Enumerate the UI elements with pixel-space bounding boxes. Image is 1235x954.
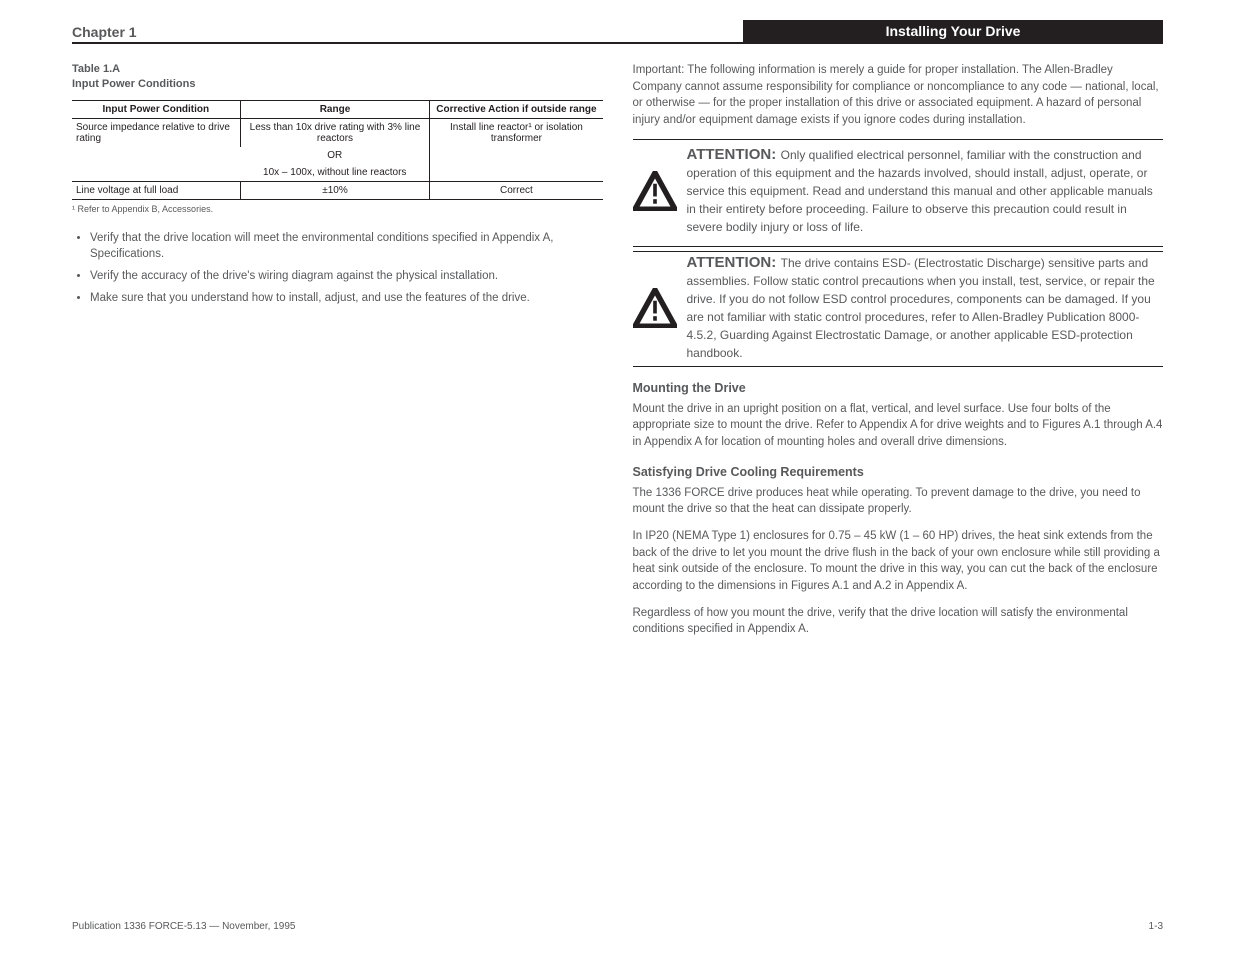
th-range: Range [240, 100, 430, 118]
cell-range-0b: OR [240, 147, 430, 164]
para-cooling-1: The 1336 FORCE drive produces heat while… [633, 485, 1164, 518]
table-row: Source impedance relative to drive ratin… [72, 118, 603, 147]
warning-icon [633, 171, 677, 211]
bullet-list: Verify that the drive location will meet… [90, 230, 603, 306]
cell-action-0: Install line reactor¹ or isolation trans… [430, 118, 603, 181]
header-title: Installing Your Drive [743, 20, 1163, 42]
table-footnote: ¹ Refer to Appendix B, Accessories. [72, 204, 603, 214]
table-caption: Table 1.A Input Power Conditions [72, 62, 603, 92]
table-row: Line voltage at full load ±10% Correct [72, 181, 603, 199]
section-title-mounting: Mounting the Drive [633, 381, 1164, 395]
warning-icon [633, 288, 677, 328]
attention-block-2: ATTENTION: The drive contains ESD- (Elec… [633, 252, 1164, 364]
footer-page-number: 1-3 [1149, 921, 1163, 932]
cell-condition-1: Line voltage at full load [72, 181, 240, 199]
page-header: Chapter 1 Installing Your Drive [72, 22, 1163, 44]
attention-msg: The drive contains ESD- (Electrostatic D… [687, 256, 1155, 360]
table-caption-num: Table 1.A [72, 63, 120, 75]
header-chapter: Chapter 1 [72, 24, 743, 42]
cell-action-1: Correct [430, 181, 603, 199]
table-caption-title: Input Power Conditions [72, 78, 195, 90]
attention-label: ATTENTION: [687, 146, 777, 163]
cell-range-1: ±10% [240, 181, 430, 199]
th-condition: Input Power Condition [72, 100, 240, 118]
spec-table: Input Power Condition Range Corrective A… [72, 100, 603, 200]
cell-condition-0: Source impedance relative to drive ratin… [72, 118, 240, 181]
cell-range-0a: Less than 10x drive rating with 3% line … [240, 118, 430, 147]
page-footer: Publication 1336 FORCE-5.13 — November, … [72, 921, 1163, 932]
attention-label: ATTENTION: [687, 254, 777, 271]
list-item: Verify that the drive location will meet… [90, 230, 603, 262]
list-item: Make sure that you understand how to ins… [90, 290, 603, 306]
th-action: Corrective Action if outside range [430, 100, 603, 118]
para-cooling-2: In IP20 (NEMA Type 1) enclosures for 0.7… [633, 528, 1164, 595]
cell-range-0c: 10x – 100x, without line reactors [240, 164, 430, 182]
right-column: Important: The following information is … [633, 62, 1164, 648]
para-mounting: Mount the drive in an upright position o… [633, 401, 1164, 451]
important-note: Important: The following information is … [633, 62, 1164, 129]
left-column: Table 1.A Input Power Conditions Input P… [72, 62, 603, 648]
attention-block-1: ATTENTION: Only qualified electrical per… [633, 144, 1164, 238]
footer-publication: Publication 1336 FORCE-5.13 — November, … [72, 921, 295, 932]
para-cooling-3: Regardless of how you mount the drive, v… [633, 605, 1164, 638]
list-item: Verify the accuracy of the drive's wirin… [90, 268, 603, 284]
section-title-cooling: Satisfying Drive Cooling Requirements [633, 465, 1164, 479]
